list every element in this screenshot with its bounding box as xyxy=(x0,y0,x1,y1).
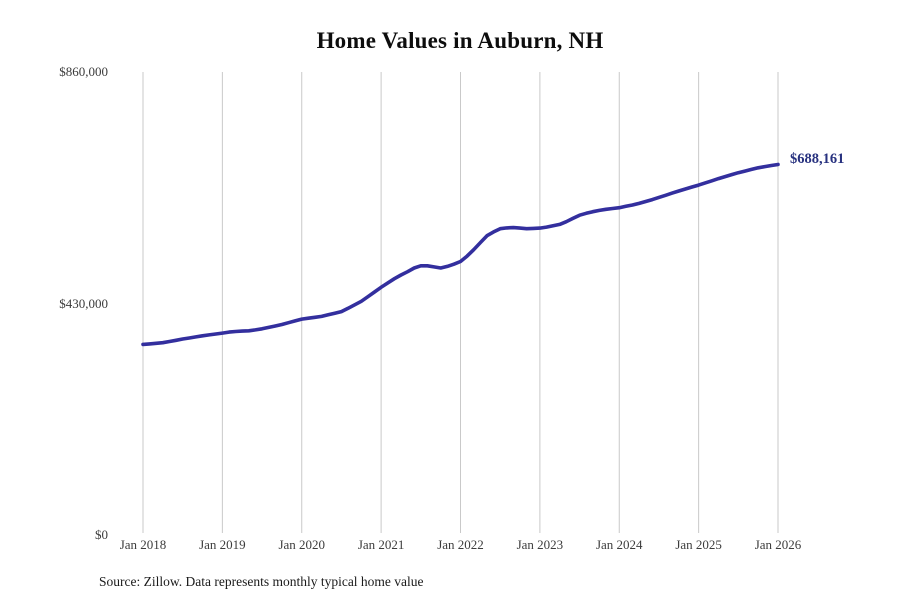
x-tick-label: Jan 2023 xyxy=(516,537,564,552)
x-tick-label: Jan 2019 xyxy=(199,537,246,552)
x-tick-label: Jan 2026 xyxy=(754,537,802,552)
x-tick-label: Jan 2021 xyxy=(357,537,405,552)
y-tick-label: $0 xyxy=(95,527,108,542)
x-tick-label: Jan 2018 xyxy=(119,537,167,552)
x-tick-label: Jan 2020 xyxy=(278,537,326,552)
x-tick-label: Jan 2024 xyxy=(595,537,643,552)
x-tick-label: Jan 2022 xyxy=(437,537,484,552)
source-note: Source: Zillow. Data represents monthly … xyxy=(99,574,424,589)
chart-title: Home Values in Auburn, NH xyxy=(316,28,604,53)
series-line xyxy=(141,162,780,347)
y-tick-label: $430,000 xyxy=(59,295,108,311)
latest-value-label: $688,161 xyxy=(790,151,845,167)
x-tick-label: Jan 2025 xyxy=(675,537,722,552)
y-tick-label: $860,000 xyxy=(59,64,108,79)
